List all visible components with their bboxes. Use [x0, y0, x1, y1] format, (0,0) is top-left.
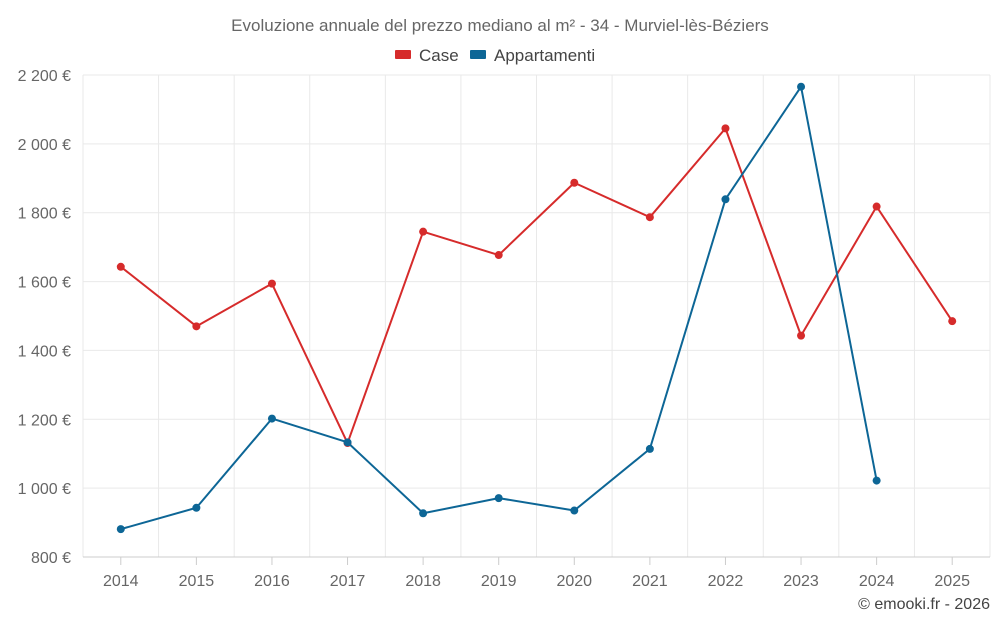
x-tick-label: 2017	[330, 573, 366, 590]
legend-label-case[interactable]: Case	[419, 46, 459, 65]
data-point-case[interactable]	[570, 178, 579, 187]
grid	[82, 74, 991, 557]
data-point-appartamenti[interactable]	[343, 438, 352, 447]
legend-swatch-appartamenti[interactable]	[470, 50, 486, 59]
series	[116, 82, 957, 534]
y-tick-label: 2 200 €	[18, 68, 71, 85]
legend-swatch-case[interactable]	[395, 50, 411, 59]
x-tick-label: 2016	[254, 573, 290, 590]
x-tick-label: 2014	[103, 573, 139, 590]
y-tick-label: 1 600 €	[18, 275, 71, 292]
data-point-case[interactable]	[797, 331, 806, 340]
x-tick-label: 2019	[481, 573, 517, 590]
y-tick-label: 1 000 €	[18, 481, 71, 498]
data-point-case[interactable]	[872, 202, 881, 211]
data-point-appartamenti[interactable]	[570, 506, 579, 515]
x-tick-label: 2021	[632, 573, 668, 590]
x-tick-label: 2020	[556, 573, 592, 590]
chart-title: Evoluzione annuale del prezzo mediano al…	[231, 16, 769, 35]
y-tick-label: 1 400 €	[18, 343, 71, 360]
data-point-case[interactable]	[645, 213, 654, 222]
credit-text: © emooki.fr - 2026	[858, 596, 990, 613]
y-tick-label: 800 €	[31, 550, 71, 567]
data-point-case[interactable]	[192, 322, 201, 331]
y-tick-label: 1 200 €	[18, 412, 71, 429]
data-point-appartamenti[interactable]	[872, 476, 881, 485]
data-point-appartamenti[interactable]	[419, 509, 428, 518]
data-point-appartamenti[interactable]	[494, 494, 503, 503]
x-tick-label: 2015	[179, 573, 215, 590]
y-axis-ticks: 800 € 1 000 € 1 200 € 1 400 € 1 600 € 1 800 €…	[18, 68, 71, 567]
data-point-appartamenti[interactable]	[267, 414, 276, 423]
data-point-case[interactable]	[721, 124, 730, 133]
x-tick-label: 2023	[783, 573, 819, 590]
legend-label-appartamenti[interactable]: Appartamenti	[494, 46, 595, 65]
data-point-appartamenti[interactable]	[721, 195, 730, 204]
x-tick-label: 2024	[859, 573, 895, 590]
data-point-case[interactable]	[948, 317, 957, 326]
data-point-case[interactable]	[116, 262, 125, 271]
data-point-case[interactable]	[419, 227, 428, 236]
x-tick-label: 2025	[934, 573, 970, 590]
data-point-appartamenti[interactable]	[116, 525, 125, 534]
data-point-case[interactable]	[494, 251, 503, 260]
data-point-appartamenti[interactable]	[645, 444, 654, 453]
x-tick-label: 2018	[405, 573, 441, 590]
x-tick-label: 2022	[708, 573, 744, 590]
data-point-appartamenti[interactable]	[192, 503, 201, 512]
data-point-case[interactable]	[267, 279, 276, 288]
y-tick-label: 1 800 €	[18, 206, 71, 223]
data-point-appartamenti[interactable]	[797, 82, 806, 91]
x-axis-ticks: 2014 2015 2016 2017 2018 2019 2020 2021 2022 2023…	[103, 557, 970, 590]
y-tick-label: 2 000 €	[18, 137, 71, 154]
series-line-case	[120, 127, 954, 445]
legend: Case Appartamenti	[395, 46, 595, 65]
